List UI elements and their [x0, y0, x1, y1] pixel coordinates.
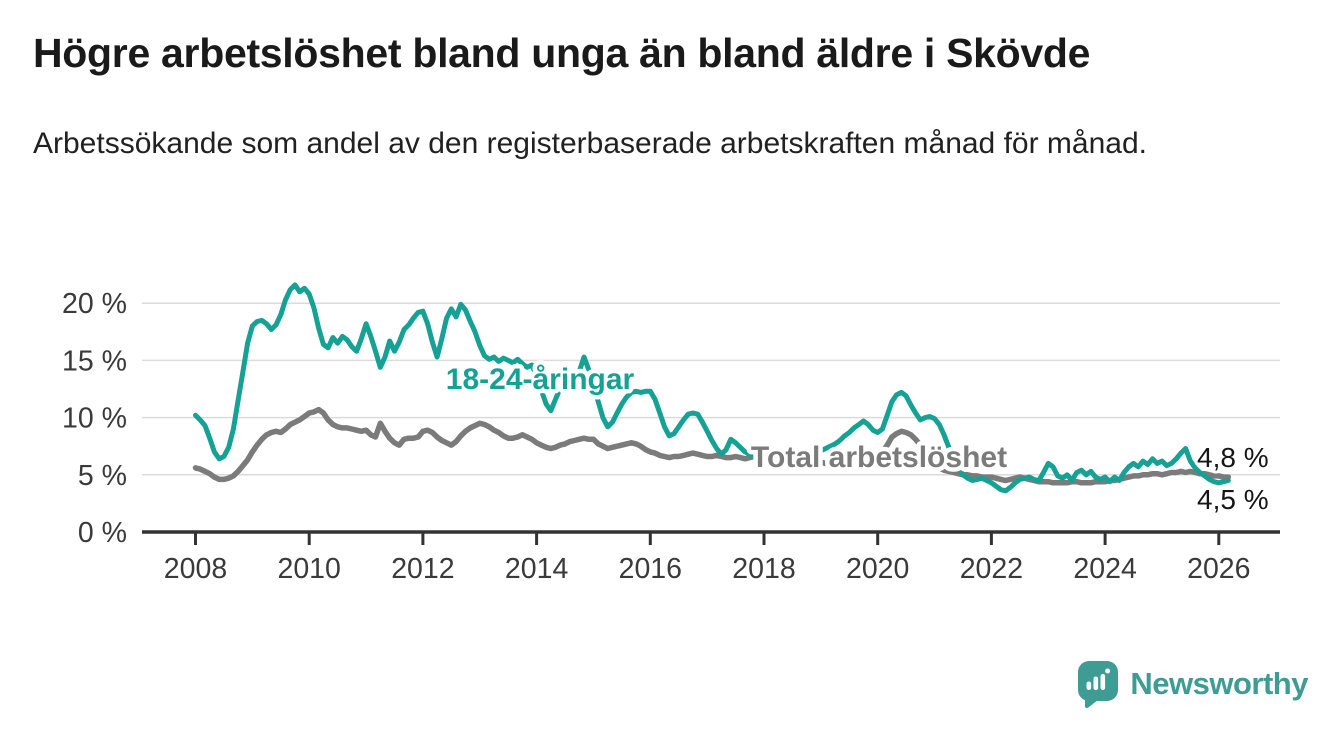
- x-tick-label-2026: 2026: [1187, 553, 1250, 585]
- x-tick-label-2010: 2010: [277, 553, 340, 585]
- x-tick-label-2012: 2012: [391, 553, 454, 585]
- x-tick-label-2020: 2020: [846, 553, 909, 585]
- x-tick-label-2014: 2014: [505, 553, 569, 585]
- x-tick-label-2022: 2022: [960, 553, 1023, 585]
- y-tick-label-20: 20 %: [62, 288, 127, 320]
- end-value-label-1: 4,8 %: [1197, 442, 1269, 473]
- series-line-total: [192, 406, 1232, 486]
- y-tick-label-5: 5 %: [78, 460, 127, 492]
- x-tick-label-2008: 2008: [164, 553, 227, 585]
- newsworthy-logo: Newsworthy: [1077, 660, 1308, 708]
- y-tick-label-10: 10 %: [62, 403, 127, 435]
- y-tick-label-0: 0 %: [78, 517, 127, 549]
- x-tick-label-2018: 2018: [732, 553, 795, 585]
- page-title: Högre arbetslöshet bland unga än bland ä…: [33, 30, 1091, 76]
- x-tick-label-2024: 2024: [1073, 553, 1137, 585]
- newsworthy-bubble-icon: [1078, 661, 1119, 708]
- series-label-total: Total arbetslöshet: [751, 441, 1007, 474]
- series-line-youth: [193, 282, 1231, 494]
- series-label-youth: 18-24-åringar: [446, 363, 635, 396]
- brand-name: Newsworthy: [1130, 666, 1308, 701]
- chart-subtitle: Arbetssökande som andel av den registerb…: [33, 127, 1147, 160]
- y-tick-label-15: 15 %: [62, 345, 127, 377]
- end-value-label-2: 4,5 %: [1197, 484, 1269, 515]
- x-tick-label-2016: 2016: [619, 553, 682, 585]
